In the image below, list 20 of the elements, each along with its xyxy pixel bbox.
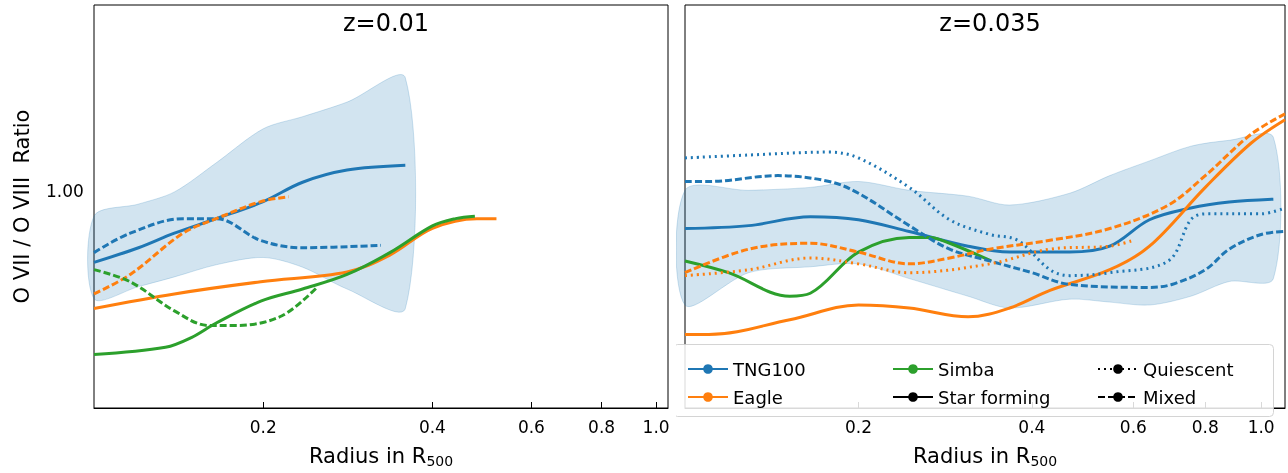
chart-title: z=0.035 <box>939 9 1041 37</box>
x-tick-label: 0.6 <box>517 416 545 437</box>
legend-label: Mixed <box>1143 386 1197 408</box>
y-axis-title: O VII / O VIII Ratio <box>9 109 34 304</box>
legend-label: Eagle <box>733 386 783 408</box>
x-tick-label: 1.0 <box>1247 416 1275 437</box>
x-tick-label: 1.0 <box>642 416 670 437</box>
chart-title: z=0.01 <box>342 9 430 37</box>
x-tick-label: 0.6 <box>1119 416 1147 437</box>
text: 1.00 <box>46 180 84 201</box>
x-tick-label: 0.8 <box>588 416 616 437</box>
legend-label: TNG100 <box>732 358 806 380</box>
x-tick-label: 0.4 <box>1018 416 1046 437</box>
legend-label: Quiescent <box>1143 358 1234 380</box>
legend-label: Simba <box>938 358 995 380</box>
x-tick-label: 0.2 <box>249 416 277 437</box>
x-tick-label: 0.8 <box>1191 416 1219 437</box>
x-tick-label: 0.4 <box>418 416 446 437</box>
legend-label: Star forming <box>938 386 1051 408</box>
x-tick-label: 0.2 <box>844 416 872 437</box>
